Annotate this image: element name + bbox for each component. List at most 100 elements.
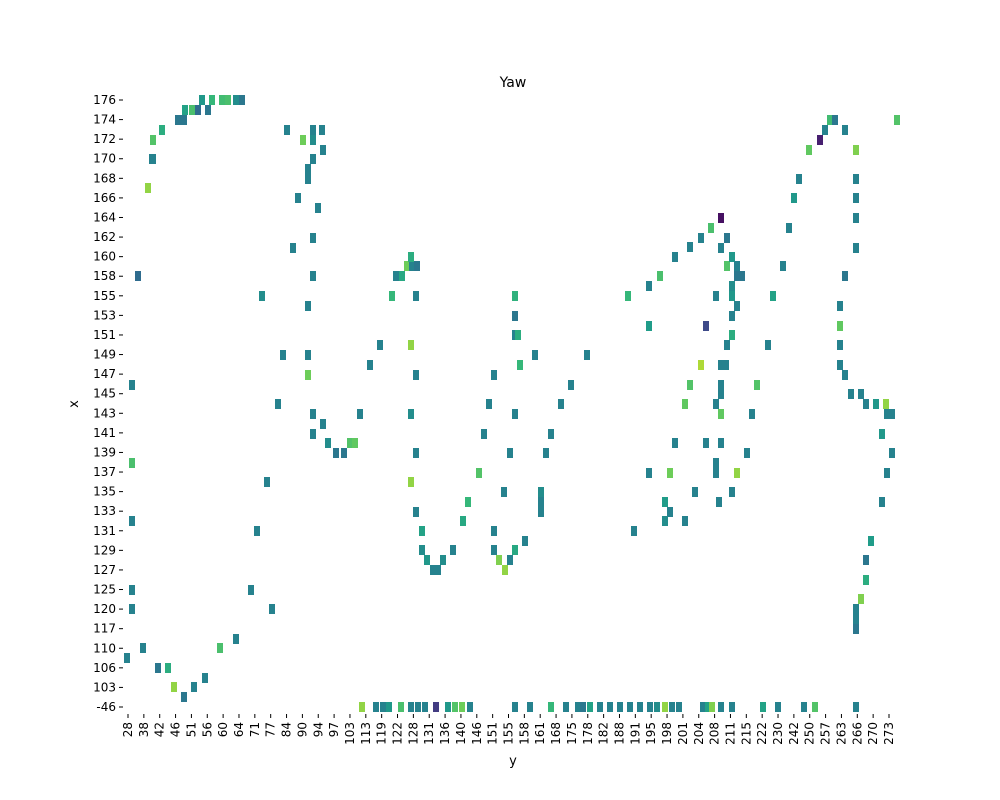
heatmap-cell [718,409,724,419]
y-tick-label: 117 [93,622,116,636]
heatmap-cell [713,399,719,409]
x-tick-label: 195 [644,722,658,745]
y-tick-label: 120 [93,602,116,616]
heatmap-cell [842,370,848,380]
heatmap-cell [171,682,177,692]
heatmap-cell [217,643,223,653]
y-tick-label: 147 [93,367,116,381]
y-tick-label: 162 [93,230,116,244]
y-tick-label: 149 [93,348,116,362]
heatmap-cell [175,115,181,125]
heatmap-cell [310,271,316,281]
heatmap-cell [775,702,781,712]
heatmap-cell [682,399,688,409]
heatmap-cell [667,507,673,517]
heatmap-cell [729,702,735,712]
heatmap-cell [662,516,668,526]
heatmap-cell [320,419,326,429]
heatmap-cell [435,565,441,575]
x-tick-label: 28 [121,722,135,737]
x-tick-label: 119 [375,722,389,745]
heatmap-cell [202,673,208,683]
heatmap-cell [662,702,668,712]
heatmap-cell [884,409,890,419]
heatmap-cell [837,340,843,350]
heatmap-cell [393,271,399,281]
x-tick-label: 250 [803,722,817,745]
x-tick-label: 46 [169,722,183,737]
x-tick-label: 201 [676,722,690,745]
y-axis-label: x [67,400,82,408]
x-tick-label: 215 [739,722,753,745]
heatmap-cell [150,135,156,145]
y-tick-label: 158 [93,269,116,283]
heatmap-cell [543,448,549,458]
heatmap-cell [522,536,528,546]
x-tick-label: 270 [866,722,880,745]
x-tick-label: 222 [755,722,769,745]
heatmap-cell [647,702,653,712]
heatmap-cell [687,380,693,390]
heatmap-cell [801,702,807,712]
heatmap-cell [812,702,818,712]
heatmap-cell [140,643,146,653]
heatmap-cell [189,105,195,115]
heatmap-cell [708,223,714,233]
y-tick-label: 164 [93,210,116,224]
x-tick-label: 168 [549,722,563,745]
heatmap-cell [662,497,668,507]
heatmap-cell [765,340,771,350]
x-tick-label: 230 [771,722,785,745]
heatmap-cell [729,252,735,262]
heatmap-cell [341,448,347,458]
y-tick-label: 125 [93,583,116,597]
heatmap-cell [548,429,554,439]
heatmap-cell [853,243,859,253]
heatmap-cell [894,115,900,125]
heatmap-cell [837,360,843,370]
heatmap-cell [315,203,321,213]
heatmap-cell [853,213,859,223]
heatmap-cell [491,526,497,536]
y-tick-label: -46 [96,700,116,714]
heatmap-cell [853,702,859,712]
heatmap-cell [408,477,414,487]
x-tick-label: 191 [628,722,642,745]
heatmap-cell [806,145,812,155]
heatmap-cell [718,360,724,370]
heatmap-cell [734,301,740,311]
x-tick-label: 198 [660,722,674,745]
x-tick-label: 188 [612,722,626,745]
y-tick-label: 166 [93,191,116,205]
heatmap-cell [822,125,828,135]
heatmap-cell [310,154,316,164]
heatmap-cell [538,507,544,517]
heatmap-cell [853,624,859,634]
heatmap-cell [413,448,419,458]
heatmap-cell [700,702,706,712]
heatmap-cell [575,702,581,712]
heatmap-cell [515,330,521,340]
x-tick-label: 103 [343,722,357,745]
heatmap-cell [597,702,603,712]
y-tick-label: 151 [93,328,116,342]
x-tick-label: 208 [708,722,722,745]
heatmap-cell [676,702,682,712]
heatmap-cell [538,487,544,497]
x-tick-label: 113 [359,722,373,745]
heatmap-cell [770,291,776,301]
y-tick-label: 133 [93,504,116,518]
heatmap-cell [430,565,436,575]
heatmap-cell [209,95,215,105]
heatmap-cell [404,261,410,271]
heatmap-cell [413,291,419,301]
heatmap-cell [305,370,311,380]
heatmap-cell [380,702,386,712]
heatmap-cell [657,271,663,281]
y-tick-label: 137 [93,465,116,479]
heatmap-cell [853,614,859,624]
heatmap-cell [275,399,281,409]
y-tick-label: 106 [93,661,116,675]
heatmap-cell [889,409,895,419]
